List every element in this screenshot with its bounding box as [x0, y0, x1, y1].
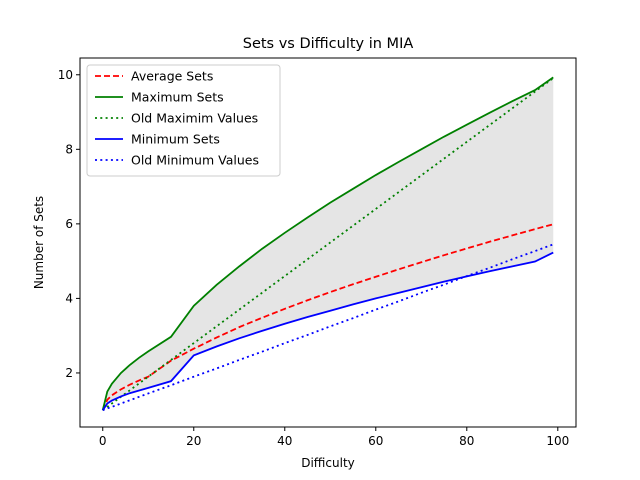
series-lines [101, 76, 554, 412]
legend-label: Minimum Sets [131, 132, 220, 147]
axes-frame [79, 57, 577, 428]
x-tick-label: 100 [546, 434, 569, 448]
y-tick-label: 8 [65, 142, 73, 156]
legend-label: Average Sets [131, 69, 213, 84]
y-tick-label: 6 [65, 217, 73, 231]
series-line [101, 76, 554, 411]
plot-area [101, 76, 554, 412]
y-tick-label: 4 [65, 291, 73, 305]
series-line [102, 243, 554, 412]
legend-label: Old Maximim Values [131, 111, 258, 126]
y-tick-label: 10 [58, 68, 73, 82]
chart-title: Sets vs Difficulty in MIA [243, 36, 414, 52]
legend: Average Sets Maximum Sets Old Maximim Valu… [86, 64, 281, 177]
legend-box [86, 64, 281, 177]
x-axis: 0 20 40 60 80 100 [99, 427, 569, 448]
y-tick-label: 2 [65, 366, 73, 380]
y-axis-label: Number of Sets [32, 196, 46, 289]
legend-label: Old Minimum Values [131, 153, 259, 168]
series-line [102, 77, 554, 411]
legend-label: Maximum Sets [131, 90, 224, 105]
x-tick-label: 20 [186, 434, 201, 448]
series-line [101, 223, 554, 411]
x-tick-label: 40 [277, 434, 292, 448]
x-tick-label: 60 [368, 434, 383, 448]
x-axis-label: Difficulty [301, 456, 355, 470]
y-axis: 2 4 6 8 10 [58, 68, 80, 380]
x-tick-label: 80 [459, 434, 474, 448]
x-tick-label: 0 [99, 434, 107, 448]
